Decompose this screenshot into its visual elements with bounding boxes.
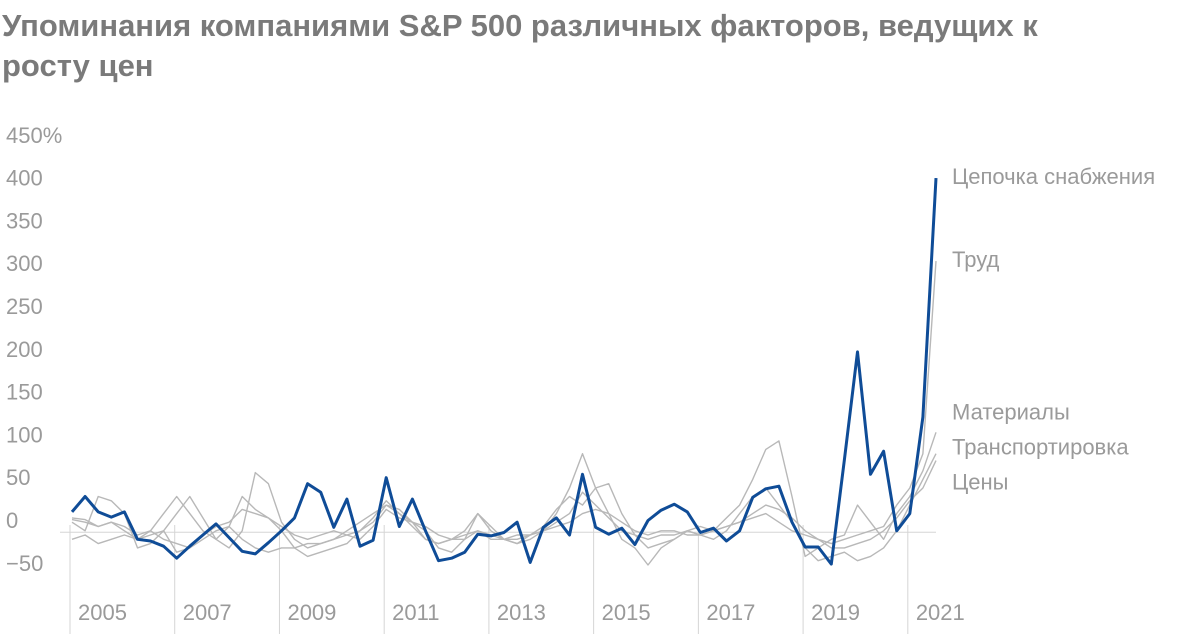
- y-tick-label: 300: [6, 251, 43, 276]
- series-label: Цены: [952, 470, 1008, 495]
- y-tick-label: 200: [6, 337, 43, 362]
- x-tick-label: 2021: [916, 600, 965, 625]
- y-tick-label: 50: [6, 465, 30, 490]
- series-label: Труд: [952, 247, 999, 272]
- y-tick-label: −50: [6, 551, 43, 576]
- y-tick-label: 100: [6, 422, 43, 447]
- chart-title: Упоминания компаниями S&P 500 различных …: [2, 8, 1038, 83]
- series-label: Цепочка снабжения: [952, 164, 1155, 189]
- series-line: [71, 261, 937, 553]
- y-tick-label: 150: [6, 380, 43, 405]
- series-label: Транспортировка: [952, 435, 1129, 460]
- y-tick-label: 350: [6, 208, 43, 233]
- x-tick-label: 2013: [497, 600, 546, 625]
- series-line: [71, 453, 937, 562]
- series-line: [70, 178, 938, 566]
- x-tick-label: 2011: [392, 600, 439, 625]
- series-line: [71, 432, 937, 566]
- x-tick-label: 2009: [287, 600, 336, 625]
- y-tick-label: 0: [6, 508, 18, 533]
- x-tick-label: 2019: [811, 600, 860, 625]
- y-tick-label: 400: [6, 166, 43, 191]
- y-tick-label: 250: [6, 294, 43, 319]
- x-tick-label: 2015: [602, 600, 651, 625]
- x-tick-label: 2005: [78, 600, 127, 625]
- x-tick-label: 2017: [706, 600, 755, 625]
- series-label: Материалы: [952, 400, 1070, 425]
- y-tick-label: 450%: [6, 123, 62, 148]
- x-tick-label: 2007: [183, 600, 232, 625]
